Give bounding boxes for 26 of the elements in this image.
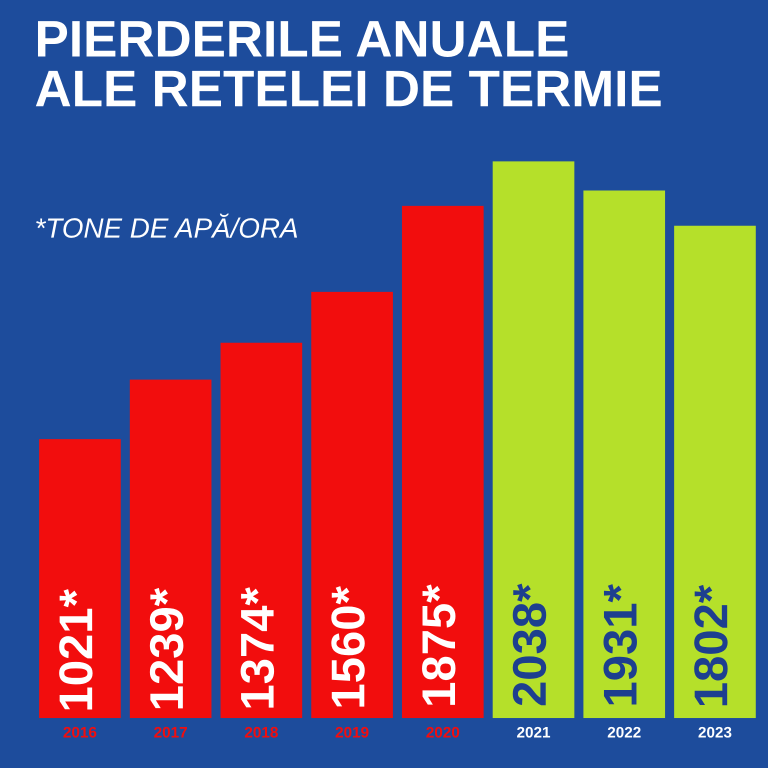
data-label: 2038* — [512, 584, 546, 706]
data-label: 1802* — [694, 584, 728, 706]
bar — [130, 380, 212, 718]
data-label: 1560* — [331, 586, 365, 707]
x-tick-label: 2016 — [63, 726, 96, 738]
bar — [674, 226, 756, 718]
data-label: 1931* — [603, 584, 637, 705]
x-tick-label: 2018 — [244, 726, 278, 738]
x-tick-label: 2017 — [154, 726, 187, 738]
bar — [402, 206, 484, 718]
bar — [220, 342, 302, 718]
bar — [492, 161, 574, 718]
x-tick-label: 2019 — [336, 726, 369, 738]
bar — [583, 190, 666, 718]
data-label: 1239* — [150, 588, 184, 708]
data-label: 1374* — [240, 587, 274, 708]
x-tick-label: 2021 — [517, 726, 550, 738]
x-tick-label: 2022 — [608, 726, 641, 738]
x-tick-label: 2020 — [426, 726, 460, 738]
bar — [39, 439, 121, 718]
data-label: 1875* — [422, 584, 456, 705]
x-tick-label: 2023 — [698, 726, 732, 738]
text: *TONE DE APĂ/ORA — [36, 214, 298, 238]
bar — [311, 292, 393, 718]
data-label: 1021* — [59, 589, 93, 710]
chart-title: PIERDERILE ANUALE ALE RETELEI DE TERMIE — [36, 21, 661, 106]
